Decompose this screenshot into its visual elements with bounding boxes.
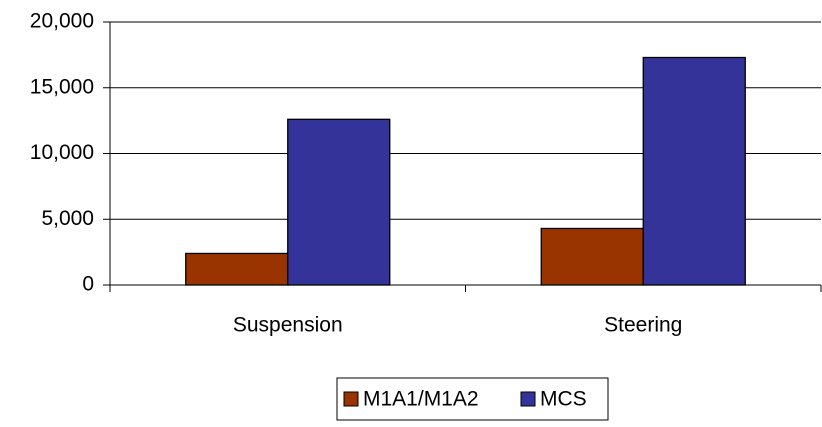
bar: [287, 118, 391, 286]
x-tick-label: Steering: [604, 314, 682, 337]
y-tick-label: 10,000: [30, 141, 94, 164]
y-tick-label: 15,000: [30, 75, 94, 98]
bar: [540, 227, 644, 286]
legend-swatch: [520, 391, 536, 407]
bar: [642, 56, 746, 286]
x-tick-label: Suspension: [233, 314, 343, 337]
y-tick-label: 0: [82, 273, 94, 296]
legend-label: M1A1/M1A2: [363, 388, 479, 411]
legend-swatch: [343, 391, 359, 407]
y-tick-label: 20,000: [30, 10, 94, 33]
legend-box: [336, 377, 609, 421]
legend-label: MCS: [540, 388, 587, 411]
y-tick-label: 5,000: [41, 207, 94, 230]
bar: [185, 252, 289, 286]
